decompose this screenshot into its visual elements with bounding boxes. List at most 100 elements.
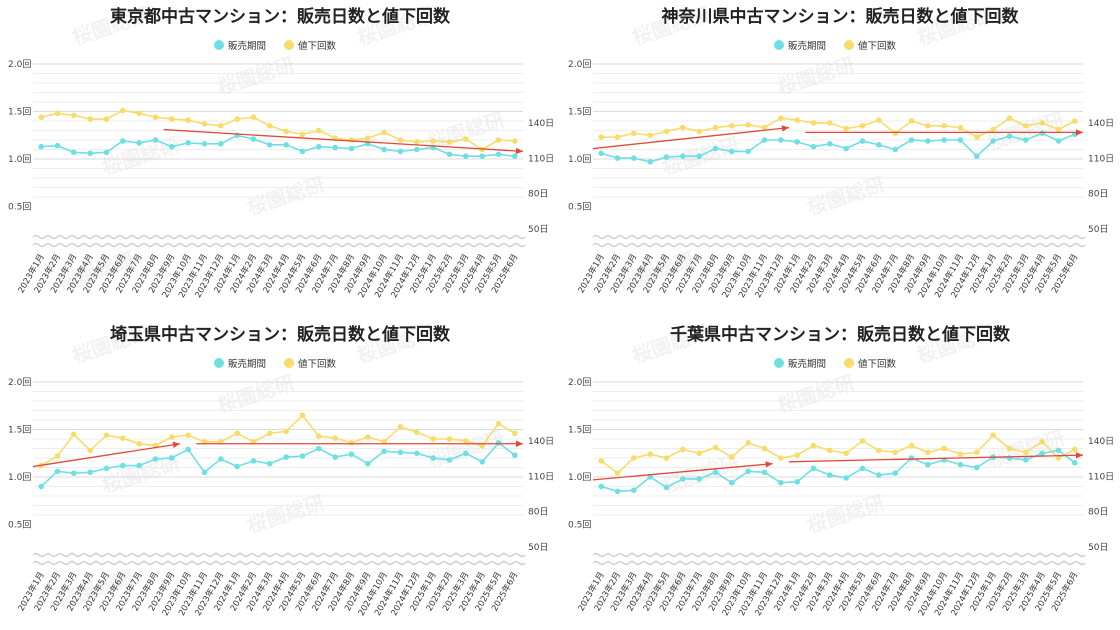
data-point bbox=[71, 149, 77, 156]
data-point bbox=[941, 123, 947, 129]
data-point bbox=[87, 447, 93, 454]
trend-line bbox=[592, 127, 790, 150]
trend-arrowhead bbox=[516, 440, 523, 447]
data-point bbox=[136, 140, 142, 146]
data-point bbox=[712, 124, 719, 131]
data-point bbox=[365, 434, 371, 440]
data-point bbox=[729, 479, 735, 486]
chart-legend: 販売期間 値下回数 bbox=[774, 40, 897, 52]
data-point bbox=[859, 438, 866, 444]
data-point bbox=[663, 154, 670, 160]
data-point bbox=[598, 134, 604, 140]
data-point bbox=[696, 450, 702, 457]
data-point bbox=[745, 468, 751, 475]
chart-legend: 販売期間 値下回数 bbox=[774, 358, 897, 370]
data-point bbox=[1023, 137, 1029, 143]
data-point bbox=[414, 139, 420, 145]
data-point bbox=[810, 143, 817, 150]
data-point bbox=[810, 465, 817, 472]
legend-reductions-label: 値下回数 bbox=[858, 358, 897, 370]
data-point bbox=[185, 432, 191, 438]
data-point bbox=[169, 455, 175, 461]
data-point bbox=[827, 472, 833, 478]
watermark-text: 桜園総研 bbox=[984, 107, 1068, 155]
data-point bbox=[201, 141, 208, 147]
data-point bbox=[316, 445, 322, 452]
data-point bbox=[136, 110, 142, 117]
data-point bbox=[974, 153, 980, 159]
data-point bbox=[169, 434, 175, 440]
left-axis-tick: 2.0回 bbox=[8, 377, 31, 388]
legend-duration-marker bbox=[214, 358, 224, 368]
data-point bbox=[267, 430, 273, 437]
data-point bbox=[1055, 455, 1062, 461]
axis-break-wave bbox=[592, 552, 1086, 558]
data-point bbox=[71, 470, 77, 476]
data-point bbox=[87, 116, 93, 122]
axis-break-wave bbox=[32, 242, 526, 248]
data-point bbox=[647, 474, 653, 480]
data-point bbox=[38, 114, 44, 120]
data-point bbox=[267, 142, 273, 148]
left-axis-tick: 1.0回 bbox=[568, 472, 591, 483]
data-point bbox=[843, 125, 849, 132]
left-axis-tick: 1.5回 bbox=[8, 107, 31, 118]
data-point bbox=[54, 468, 61, 475]
right-axis-tick: 80日 bbox=[1088, 507, 1108, 518]
series-reductions bbox=[598, 432, 1078, 476]
right-axis-tick: 110日 bbox=[528, 471, 554, 482]
trend-line bbox=[163, 128, 524, 153]
data-point bbox=[859, 138, 866, 144]
data-point bbox=[103, 465, 110, 472]
data-point bbox=[761, 124, 768, 131]
data-point bbox=[283, 142, 290, 148]
right-axis-tick: 140日 bbox=[1088, 118, 1114, 129]
data-point bbox=[414, 429, 420, 436]
data-point bbox=[680, 446, 686, 453]
data-point bbox=[957, 124, 964, 131]
data-point bbox=[663, 455, 670, 461]
data-point bbox=[843, 450, 849, 457]
data-point bbox=[397, 423, 404, 430]
data-point bbox=[120, 138, 126, 144]
data-point bbox=[957, 451, 964, 457]
data-point bbox=[103, 149, 110, 156]
data-point bbox=[908, 455, 915, 461]
trend-arrowhead bbox=[1076, 129, 1083, 136]
data-point bbox=[381, 146, 388, 153]
data-point bbox=[1072, 446, 1078, 453]
data-point bbox=[680, 153, 686, 159]
data-point bbox=[495, 137, 502, 143]
data-point bbox=[103, 432, 110, 438]
data-point bbox=[892, 449, 898, 456]
left-axis-tick: 1.0回 bbox=[8, 472, 31, 483]
data-point bbox=[316, 143, 322, 150]
data-point bbox=[152, 114, 159, 120]
left-axis-tick: 1.0回 bbox=[8, 154, 31, 165]
series-reductions bbox=[38, 412, 518, 469]
data-point bbox=[680, 124, 686, 131]
right-axis-tick: 50日 bbox=[528, 224, 548, 235]
data-point bbox=[892, 470, 898, 476]
right-axis-tick: 140日 bbox=[1088, 436, 1114, 447]
data-point bbox=[729, 123, 735, 129]
data-point bbox=[876, 142, 882, 148]
data-point bbox=[908, 137, 915, 143]
data-point bbox=[647, 451, 653, 457]
data-point bbox=[614, 470, 621, 476]
data-point bbox=[892, 130, 898, 137]
data-point bbox=[1023, 457, 1029, 463]
data-point bbox=[696, 476, 702, 482]
left-axis-tick: 2.0回 bbox=[8, 59, 31, 70]
data-point bbox=[1006, 133, 1013, 139]
right-axis-tick: 80日 bbox=[1088, 189, 1108, 200]
chart-title: 神奈川県中古マンション：販売日数と値下回数 bbox=[662, 6, 1020, 27]
data-point bbox=[250, 136, 257, 142]
data-point bbox=[1039, 439, 1045, 445]
data-point bbox=[1039, 120, 1045, 126]
left-axis-tick: 1.5回 bbox=[568, 425, 591, 436]
left-axis-tick: 2.0回 bbox=[568, 59, 591, 70]
data-point bbox=[283, 454, 290, 460]
trend-arrow bbox=[805, 129, 1083, 136]
